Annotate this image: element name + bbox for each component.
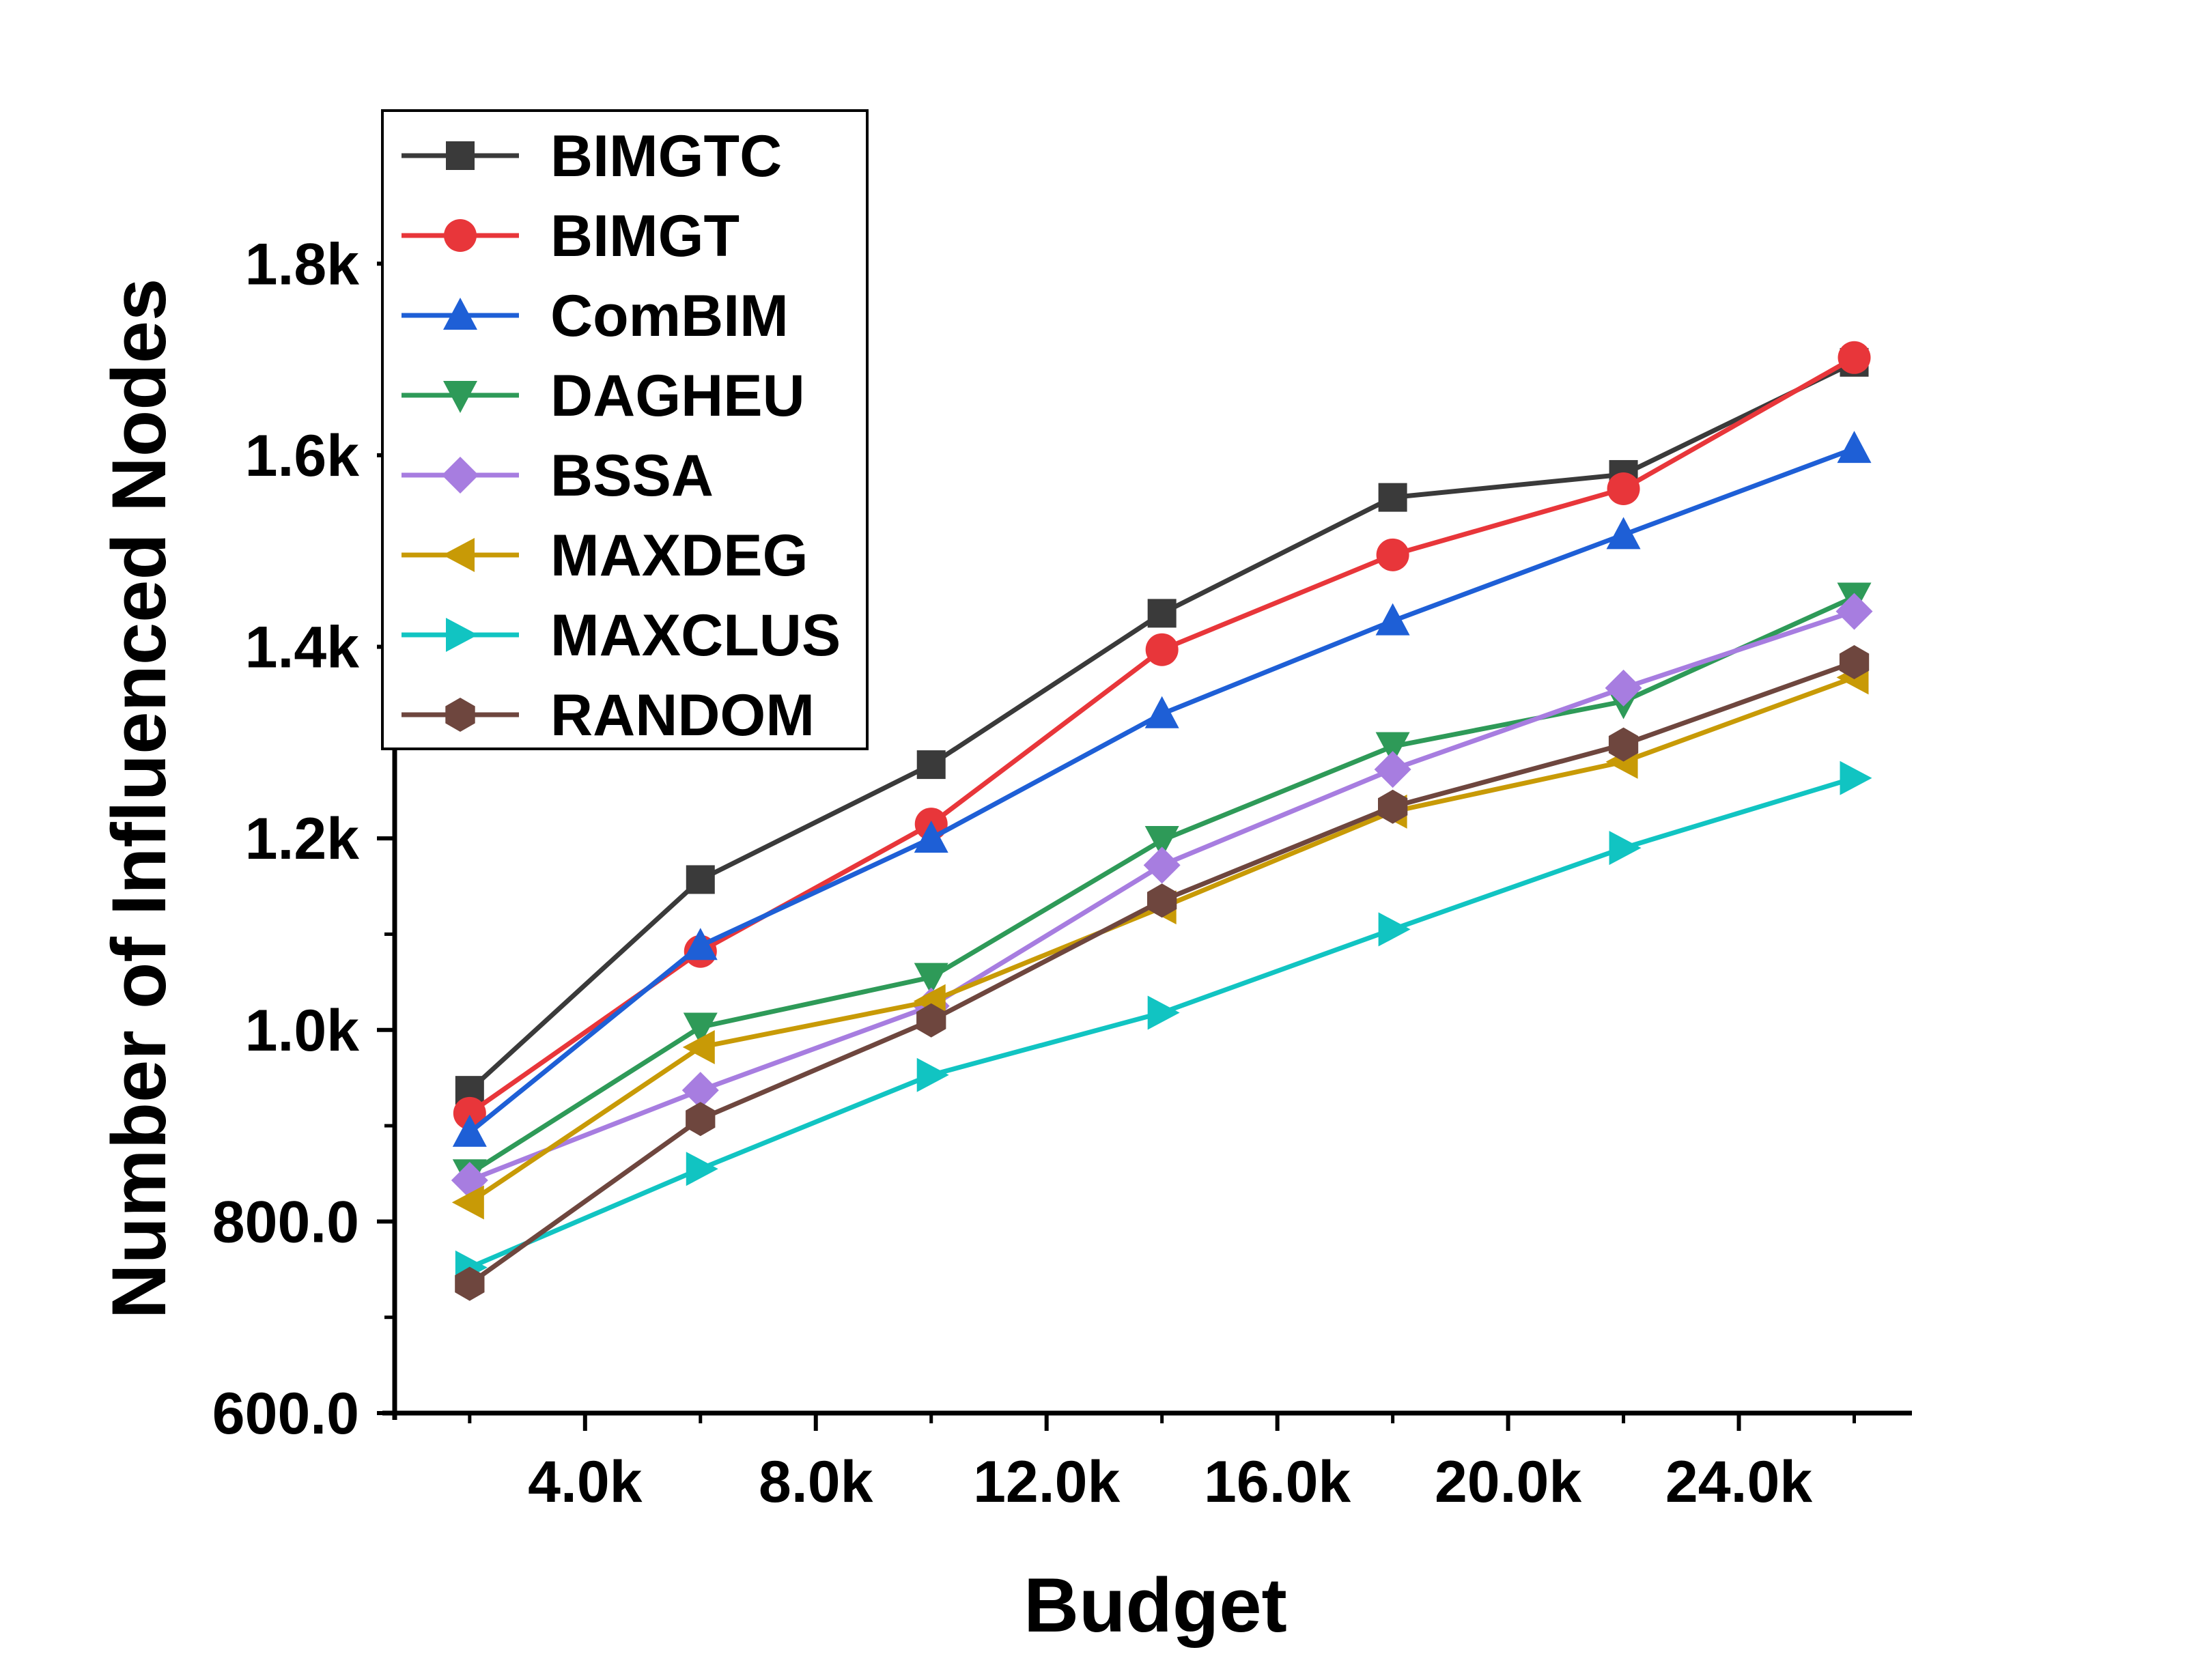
data-point-random [1378,789,1408,824]
legend-marker [443,381,477,413]
legend-label: RANDOM [550,683,815,748]
legend-item-maxclus: MAXCLUS [402,603,841,668]
legend-marker [444,219,477,252]
y-tick-label: 600.0 [212,1381,359,1447]
data-point-maxclus [1378,912,1411,947]
data-point-bimgt [1145,633,1179,666]
x-tick-label: 12.0k [973,1449,1120,1515]
data-point-dagheu [1144,825,1179,858]
y-tick-label: 1.0k [245,998,360,1064]
legend-marker [442,457,479,494]
data-point-bimgt [1607,472,1640,506]
legend-item-bimgt: BIMGT [402,203,740,269]
legend-marker [443,298,477,330]
legend-marker [442,538,475,572]
series-line-maxdeg [468,675,1855,1205]
data-point-combim [1144,696,1179,728]
legend-item-dagheu: DAGHEU [402,363,805,429]
data-point-bimgtc [686,865,715,894]
data-point-bimgtc [1378,483,1407,512]
y-axis-title: Number of Influenced Nodes [96,279,182,1320]
y-ticks: 600.0 800.0 1.0k 1.2k 1.4k 1.6k 1.8k [212,231,395,1447]
data-point-random [1839,645,1870,679]
data-point-maxclus [1147,995,1180,1030]
data-point-bssa [1835,593,1873,630]
x-tick-label: 4.0k [528,1449,643,1515]
series-combim [452,431,1872,1147]
legend-marker [446,618,478,652]
legend-label: MAXDEG [550,523,808,588]
data-point-bssa [1143,846,1181,884]
data-point-random [916,1003,946,1038]
legend-label: BSSA [550,443,714,509]
data-point-random [1608,727,1639,762]
x-axis-title: Budget [1024,1563,1287,1648]
x-tick-label: 24.0k [1665,1449,1812,1515]
series-random [455,645,1870,1301]
data-point-bimgt [453,1096,486,1130]
y-tick-label: 1.4k [245,615,360,681]
y-tick-label: 1.6k [245,423,360,489]
legend-item-random: RANDOM [402,683,815,748]
legend-label: MAXCLUS [550,603,841,668]
y-tick-label: 1.2k [245,806,360,872]
data-point-dagheu [1375,732,1410,765]
legend-marker [446,141,475,170]
legend-label: ComBIM [550,283,789,349]
series-layer [451,341,1873,1301]
legend-item-maxdeg: MAXDEG [402,523,808,588]
legend-item-bssa: BSSA [402,443,714,509]
data-point-combim [1606,517,1641,550]
legend-item-bimgtc: BIMGTC [402,124,782,189]
y-tick-label: 800.0 [212,1189,359,1255]
data-point-combim [1837,431,1872,464]
data-point-bssa [1374,751,1411,788]
data-point-combim [1375,603,1410,636]
data-point-maxclus [1609,831,1642,866]
data-point-bssa [1605,669,1642,707]
data-point-random [686,1102,716,1137]
legend-label: DAGHEU [550,363,805,429]
data-point-bimgt [1838,341,1871,374]
data-point-maxclus [686,1152,718,1186]
data-point-combim [452,1114,487,1147]
data-point-bimgtc [1147,599,1177,628]
legend-marker [445,698,475,732]
x-tick-label: 16.0k [1204,1449,1351,1515]
legend-items: BIMGTC BIMGT ComBIM DAGHEU BSSA MAXDEG MAXCLUS… [402,124,841,748]
data-point-bssa [681,1072,719,1109]
data-point-dagheu [914,963,948,995]
legend-label: BIMGT [550,203,740,269]
legend: BIMGTC BIMGT ComBIM DAGHEU BSSA MAXDEG MAXCLUS… [381,109,869,750]
legend-item-combim: ComBIM [402,283,789,349]
data-point-bimgt [1376,538,1409,571]
data-point-random [455,1266,485,1301]
data-point-bimgtc [916,750,946,780]
data-point-combim [914,821,948,853]
data-point-maxdeg [451,1185,484,1220]
data-point-combim [683,928,718,960]
data-point-maxclus [1840,760,1872,795]
x-tick-label: 8.0k [759,1449,873,1515]
data-point-random [1147,883,1177,918]
x-tick-label: 20.0k [1435,1449,1581,1515]
legend-label: BIMGTC [550,124,782,189]
data-point-dagheu [683,1012,718,1045]
data-point-maxdeg [682,1030,715,1065]
data-point-maxclus [916,1057,949,1092]
x-ticks: 4.0k 8.0k 12.0k 16.0k 20.0k 24.0k [468,1413,1857,1515]
y-tick-label: 1.8k [245,231,360,297]
